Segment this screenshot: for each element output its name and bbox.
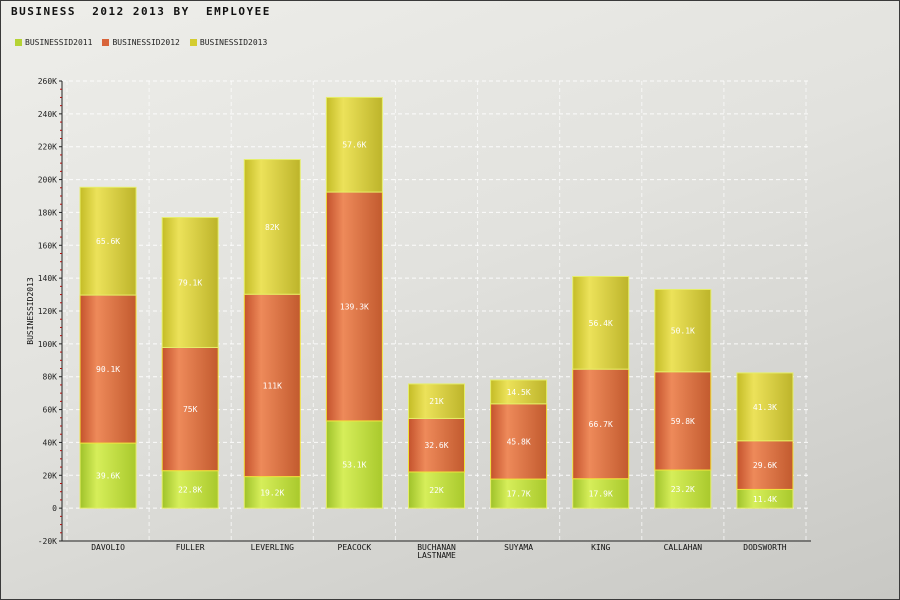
data-label: 65.6K: [96, 237, 120, 246]
data-label: 57.6K: [342, 141, 366, 150]
bar-segment[interactable]: [654, 469, 712, 509]
bar-segment[interactable]: [736, 440, 794, 490]
bar-segment[interactable]: [161, 346, 219, 472]
legend-item-2011[interactable]: BUSINESSID2011: [15, 38, 92, 47]
y-tick-label: 100K: [38, 340, 57, 349]
data-label: 111K: [263, 381, 282, 390]
y-axis-title: BUSINESSID2013: [26, 277, 35, 345]
bar-segment[interactable]: [79, 442, 137, 509]
bar-segment[interactable]: [243, 159, 301, 295]
data-label: 17.9K: [589, 489, 613, 498]
data-label: 32.6K: [424, 441, 448, 450]
x-tick-label: LEVERLING: [251, 543, 295, 552]
data-label: 75K: [183, 405, 198, 414]
legend-item-2013[interactable]: BUSINESSID2013: [189, 38, 268, 47]
data-label: 39.6K: [96, 472, 120, 481]
bar-segment[interactable]: [325, 420, 383, 509]
legend-swatch-2012: [102, 39, 110, 46]
data-label: 56.4K: [589, 319, 613, 328]
chart-title: BUSINESS 2012 2013 BY EMPLOYEE: [11, 5, 271, 18]
data-label: 82K: [265, 223, 280, 232]
bar-segment[interactable]: [654, 288, 712, 373]
y-tick-label: 120K: [38, 307, 57, 316]
data-label: 21K: [429, 397, 444, 406]
legend-swatch-2013: [189, 39, 197, 46]
bar-segment[interactable]: [161, 217, 219, 348]
y-tick-label: 60K: [43, 406, 58, 415]
bar-segment[interactable]: [490, 379, 548, 405]
bar-segment[interactable]: [408, 383, 465, 419]
data-label: 53.1K: [342, 461, 366, 470]
data-label: 41.3K: [753, 403, 777, 412]
x-tick-label: BUCHANAN: [417, 543, 456, 552]
y-tick-label: 260K: [38, 77, 57, 86]
data-label: 11.4K: [753, 495, 777, 504]
x-tick-label: KING: [591, 543, 610, 552]
bar-segment[interactable]: [325, 191, 383, 422]
x-tick-label: LASTNAME: [417, 551, 456, 560]
bar-segment[interactable]: [408, 471, 465, 509]
y-tick-label: 140K: [38, 274, 57, 283]
data-label: 45.8K: [507, 437, 531, 446]
data-label: 66.7K: [589, 420, 613, 429]
bar-segment[interactable]: [572, 478, 630, 509]
data-label: 19.2K: [260, 488, 284, 497]
bar-segment[interactable]: [79, 186, 137, 296]
legend: BUSINESSID2011 BUSINESSID2012 BUSINESSID…: [15, 38, 267, 47]
bar-segment[interactable]: [243, 476, 301, 509]
x-tick-label: DODSWORTH: [743, 543, 787, 552]
data-label: 59.8K: [671, 417, 695, 426]
y-tick-label: 0: [52, 504, 57, 513]
legend-swatch-2011: [15, 39, 22, 46]
data-label: 22K: [429, 486, 444, 495]
x-tick-label: FULLER: [176, 543, 205, 552]
bar-segment[interactable]: [572, 276, 630, 370]
legend-label-2013: BUSINESSID2013: [199, 38, 268, 47]
bar-segment[interactable]: [325, 96, 383, 193]
data-label: 29.6K: [753, 461, 777, 470]
bar-segment[interactable]: [243, 293, 301, 478]
data-label: 90.1K: [96, 365, 120, 374]
y-tick-label: 40K: [43, 438, 58, 447]
y-tick-label: 220K: [38, 143, 57, 152]
y-tick-label: 80K: [43, 373, 58, 382]
legend-label-2012: BUSINESSID2012: [112, 38, 180, 47]
y-tick-label: 20K: [43, 471, 58, 480]
legend-label-2011: BUSINESSID2011: [25, 38, 93, 47]
y-tick-label: 160K: [38, 241, 57, 250]
data-label: 14.5K: [507, 388, 531, 397]
data-label: 17.7K: [507, 490, 531, 499]
data-label: 50.1K: [671, 327, 695, 336]
bar-segment[interactable]: [490, 403, 548, 480]
x-tick-label: SUYAMA: [504, 543, 533, 552]
y-tick-label: 240K: [38, 110, 57, 119]
y-tick-label: -20K: [38, 537, 57, 546]
bar-segment[interactable]: [408, 417, 465, 473]
bar-segment[interactable]: [161, 470, 219, 509]
x-tick-label: CALLAHAN: [664, 543, 703, 552]
data-label: 139.3K: [340, 302, 369, 311]
data-label: 79.1K: [178, 278, 202, 287]
x-tick-label: PEACOCK: [338, 543, 372, 552]
data-label: 22.8K: [178, 485, 202, 494]
data-label: 23.2K: [671, 485, 695, 494]
y-tick-label: 200K: [38, 176, 57, 185]
bar-segment[interactable]: [736, 372, 794, 442]
x-tick-label: DAVOLIO: [91, 543, 125, 552]
legend-item-2012[interactable]: BUSINESSID2012: [102, 38, 180, 47]
y-tick-label: 180K: [38, 208, 57, 217]
